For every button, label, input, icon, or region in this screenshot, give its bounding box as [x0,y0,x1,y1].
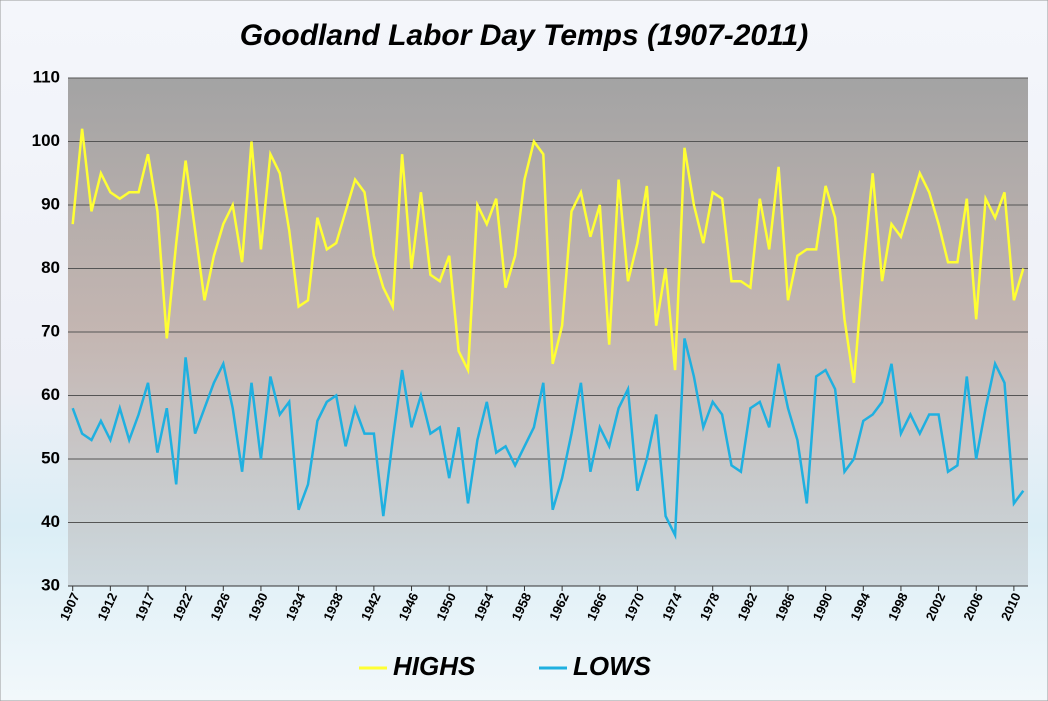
y-tick-label: 40 [41,512,60,531]
y-tick-label: 110 [33,67,60,86]
legend-label: HIGHS [393,651,476,681]
y-tick-label: 100 [32,131,60,150]
line-series [71,338,1025,541]
y-tick-label: 30 [41,575,60,594]
chart-title: Goodland Labor Day Temps (1907-2011) [240,19,809,52]
y-tick-label: 70 [41,321,60,340]
y-tick-label: 80 [41,258,60,277]
line-series [71,128,1025,383]
legend-label: LOWS [573,651,652,681]
y-tick-label: 50 [41,448,60,467]
y-tick-label: 90 [41,194,60,213]
y-tick-label: 60 [41,385,60,404]
